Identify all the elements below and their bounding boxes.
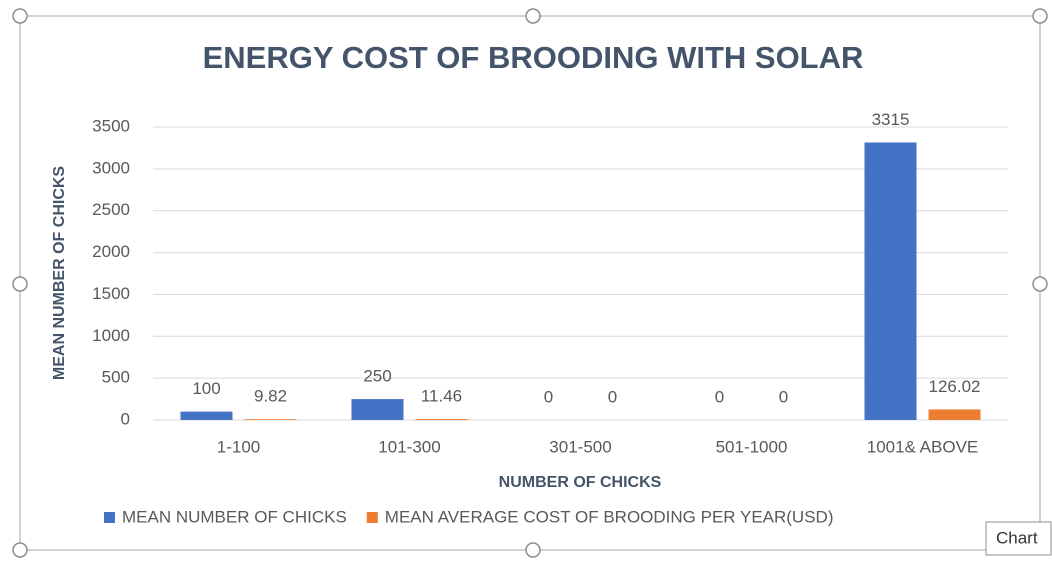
data-label: 3315 <box>872 110 910 129</box>
x-axis-label: NUMBER OF CHICKS <box>499 474 662 491</box>
data-label: 0 <box>779 387 788 406</box>
y-tick-label: 3000 <box>92 158 130 177</box>
bar <box>928 409 981 420</box>
y-tick-label: 3500 <box>92 116 130 135</box>
x-tick-label: 301-500 <box>549 437 611 456</box>
bar <box>180 411 233 420</box>
data-label: 9.82 <box>254 387 287 406</box>
legend-label: MEAN AVERAGE COST OF BROODING PER YEAR(U… <box>385 507 834 526</box>
bar <box>415 419 468 420</box>
y-tick-label: 500 <box>102 368 130 387</box>
y-tick-label: 0 <box>121 409 130 428</box>
data-label: 126.02 <box>929 377 981 396</box>
y-tick-label: 2000 <box>92 242 130 261</box>
x-tick-label: 1001& ABOVE <box>867 437 979 456</box>
data-label: 0 <box>715 387 724 406</box>
y-tick-label: 1000 <box>92 326 130 345</box>
bar <box>864 142 917 421</box>
bar <box>244 419 297 420</box>
x-tick-label: 1-100 <box>217 437 260 456</box>
y-tick-label: 2500 <box>92 200 130 219</box>
y-axis-label: MEAN NUMBER OF CHICKS <box>51 166 68 381</box>
legend-label: MEAN NUMBER OF CHICKS <box>122 507 347 526</box>
selection-handles <box>12 8 1048 558</box>
x-tick-label: 501-1000 <box>716 437 788 456</box>
legend-swatch <box>104 512 115 523</box>
data-label: 250 <box>363 367 391 386</box>
tooltip: Chart <box>985 521 1052 556</box>
tooltip-text: Chart <box>996 528 1038 547</box>
y-tick-label: 1500 <box>92 284 130 303</box>
x-tick-label: 101-300 <box>378 437 440 456</box>
data-label: 0 <box>544 387 553 406</box>
data-label: 11.46 <box>421 387 462 406</box>
bar <box>351 399 404 420</box>
legend-swatch <box>366 512 378 523</box>
data-label: 100 <box>192 379 220 398</box>
data-label: 0 <box>608 387 617 406</box>
tooltip-box <box>985 521 1052 556</box>
chart-title: ENERGY COST OF BROODING WITH SOLAR <box>203 40 864 75</box>
